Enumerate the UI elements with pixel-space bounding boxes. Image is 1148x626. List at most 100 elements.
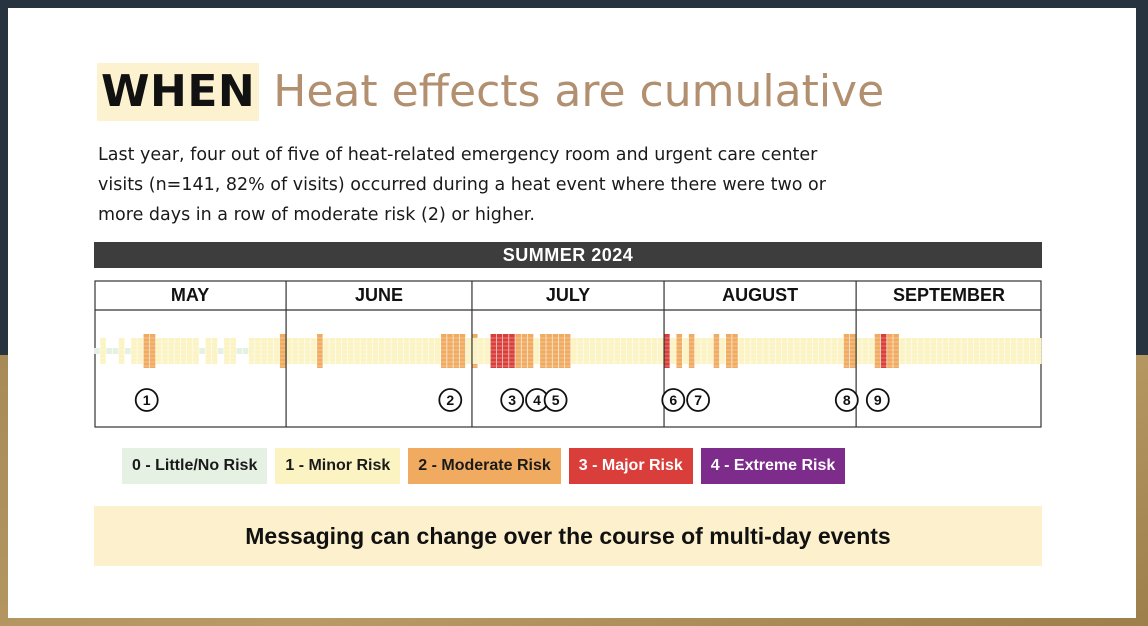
risk-day-cell xyxy=(726,334,732,368)
risk-day-cell xyxy=(893,334,899,368)
risk-day-cell xyxy=(583,338,590,364)
event-marker-label: 4 xyxy=(533,392,541,408)
event-marker-label: 2 xyxy=(446,392,454,408)
legend-item-level-3: 3 - Major Risk xyxy=(568,448,693,484)
risk-day-cell xyxy=(657,338,664,364)
risk-day-cell xyxy=(831,338,837,364)
risk-day-cell xyxy=(738,338,744,364)
risk-day-cell xyxy=(874,334,881,368)
risk-day-cell xyxy=(292,338,298,364)
risk-day-cell xyxy=(955,338,961,364)
risk-day-cell xyxy=(973,338,980,364)
risk-day-cell xyxy=(577,338,583,364)
risk-day-cell xyxy=(379,338,385,364)
risk-day-cell xyxy=(843,334,850,368)
risk-day-cell xyxy=(471,338,478,364)
risk-day-cell xyxy=(775,338,782,364)
risk-day-cell xyxy=(403,338,410,364)
event-marker-circle xyxy=(134,388,159,412)
risk-day-cell xyxy=(719,338,726,364)
event-marker-label: 1 xyxy=(143,392,151,408)
risk-day-cell xyxy=(323,338,329,364)
risk-day-cell xyxy=(502,334,509,368)
risk-day-cell xyxy=(385,338,391,364)
risk-day-cell xyxy=(527,334,534,368)
legend-item-level-2: 2 - Moderate Risk xyxy=(408,448,561,484)
risk-day-cell xyxy=(397,338,404,364)
risk-day-cell xyxy=(664,334,670,368)
event-marker-label: 6 xyxy=(669,392,677,408)
risk-day-cell xyxy=(695,338,701,364)
risk-day-cell xyxy=(794,338,800,364)
event-marker-circle xyxy=(661,388,686,412)
risk-day-cell xyxy=(354,338,360,364)
risk-day-cell xyxy=(571,338,577,364)
risk-day-cell xyxy=(236,348,243,354)
risk-day-cell xyxy=(812,338,819,364)
risk-day-cell xyxy=(391,338,398,364)
risk-day-cell xyxy=(682,338,689,364)
risk-day-cell xyxy=(137,338,143,364)
risk-day-cell xyxy=(880,334,887,368)
risk-day-cell xyxy=(701,338,707,364)
risk-day-cell xyxy=(459,334,466,368)
event-marker-circle xyxy=(865,388,890,412)
risk-day-cell xyxy=(434,338,441,364)
month-label: JUNE xyxy=(355,285,403,305)
risk-day-cell xyxy=(112,348,119,354)
risk-day-cell xyxy=(267,338,274,364)
risk-day-cell xyxy=(918,338,924,364)
risk-day-cell xyxy=(942,338,949,364)
risk-day-cell xyxy=(1017,338,1023,364)
risk-day-cell xyxy=(564,334,571,368)
risk-day-cell xyxy=(763,338,769,364)
risk-day-cell xyxy=(416,338,422,364)
risk-day-cell xyxy=(186,338,193,364)
risk-day-cell xyxy=(639,338,645,364)
risk-day-cell xyxy=(261,338,267,364)
event-marker-label: 9 xyxy=(874,392,882,408)
legend-item-level-1: 1 - Minor Risk xyxy=(275,448,401,484)
event-marker-label: 8 xyxy=(843,392,851,408)
risk-day-cell xyxy=(856,338,862,364)
risk-day-cell xyxy=(335,338,342,364)
risk-day-cell xyxy=(818,338,825,364)
risk-day-cell xyxy=(849,334,856,368)
risk-day-cell xyxy=(211,338,218,364)
risk-day-cell xyxy=(193,338,199,364)
risk-day-cell xyxy=(620,338,627,364)
body-paragraph: Last year, four out of five of heat-rela… xyxy=(98,145,826,225)
risk-day-cell xyxy=(608,338,614,364)
risk-day-cell xyxy=(94,348,100,354)
risk-day-cell xyxy=(168,338,174,364)
risk-day-cell xyxy=(410,338,416,364)
risk-day-cell xyxy=(546,334,552,368)
risk-day-cell xyxy=(986,338,992,364)
risk-day-cell xyxy=(992,338,999,364)
risk-day-cell xyxy=(887,334,893,368)
risk-day-cell xyxy=(422,338,428,364)
risk-day-cell xyxy=(769,338,775,364)
risk-day-cell xyxy=(862,338,868,364)
risk-day-cell xyxy=(930,338,937,364)
risk-day-cell xyxy=(490,334,497,368)
title-highlight: WHEN xyxy=(97,63,260,121)
title-rest: Heat effects are cumulative xyxy=(273,66,885,117)
risk-day-cell xyxy=(750,338,757,364)
risk-day-cell xyxy=(162,338,168,364)
risk-day-cell xyxy=(905,338,912,364)
event-marker-label: 7 xyxy=(694,392,702,408)
risk-day-cell xyxy=(255,338,261,364)
event-marker-label: 5 xyxy=(552,392,560,408)
risk-day-cell xyxy=(509,334,515,368)
risk-day-cell xyxy=(1023,338,1030,364)
risk-day-cell xyxy=(447,334,453,368)
risk-day-cell xyxy=(155,338,162,364)
event-marker-circle xyxy=(543,388,568,412)
risk-day-cell xyxy=(428,338,435,364)
event-marker-label: 3 xyxy=(508,392,516,408)
risk-day-cell xyxy=(372,338,379,364)
risk-day-cell xyxy=(286,338,292,364)
risk-day-cell xyxy=(366,338,373,364)
risk-day-cell xyxy=(998,338,1005,364)
